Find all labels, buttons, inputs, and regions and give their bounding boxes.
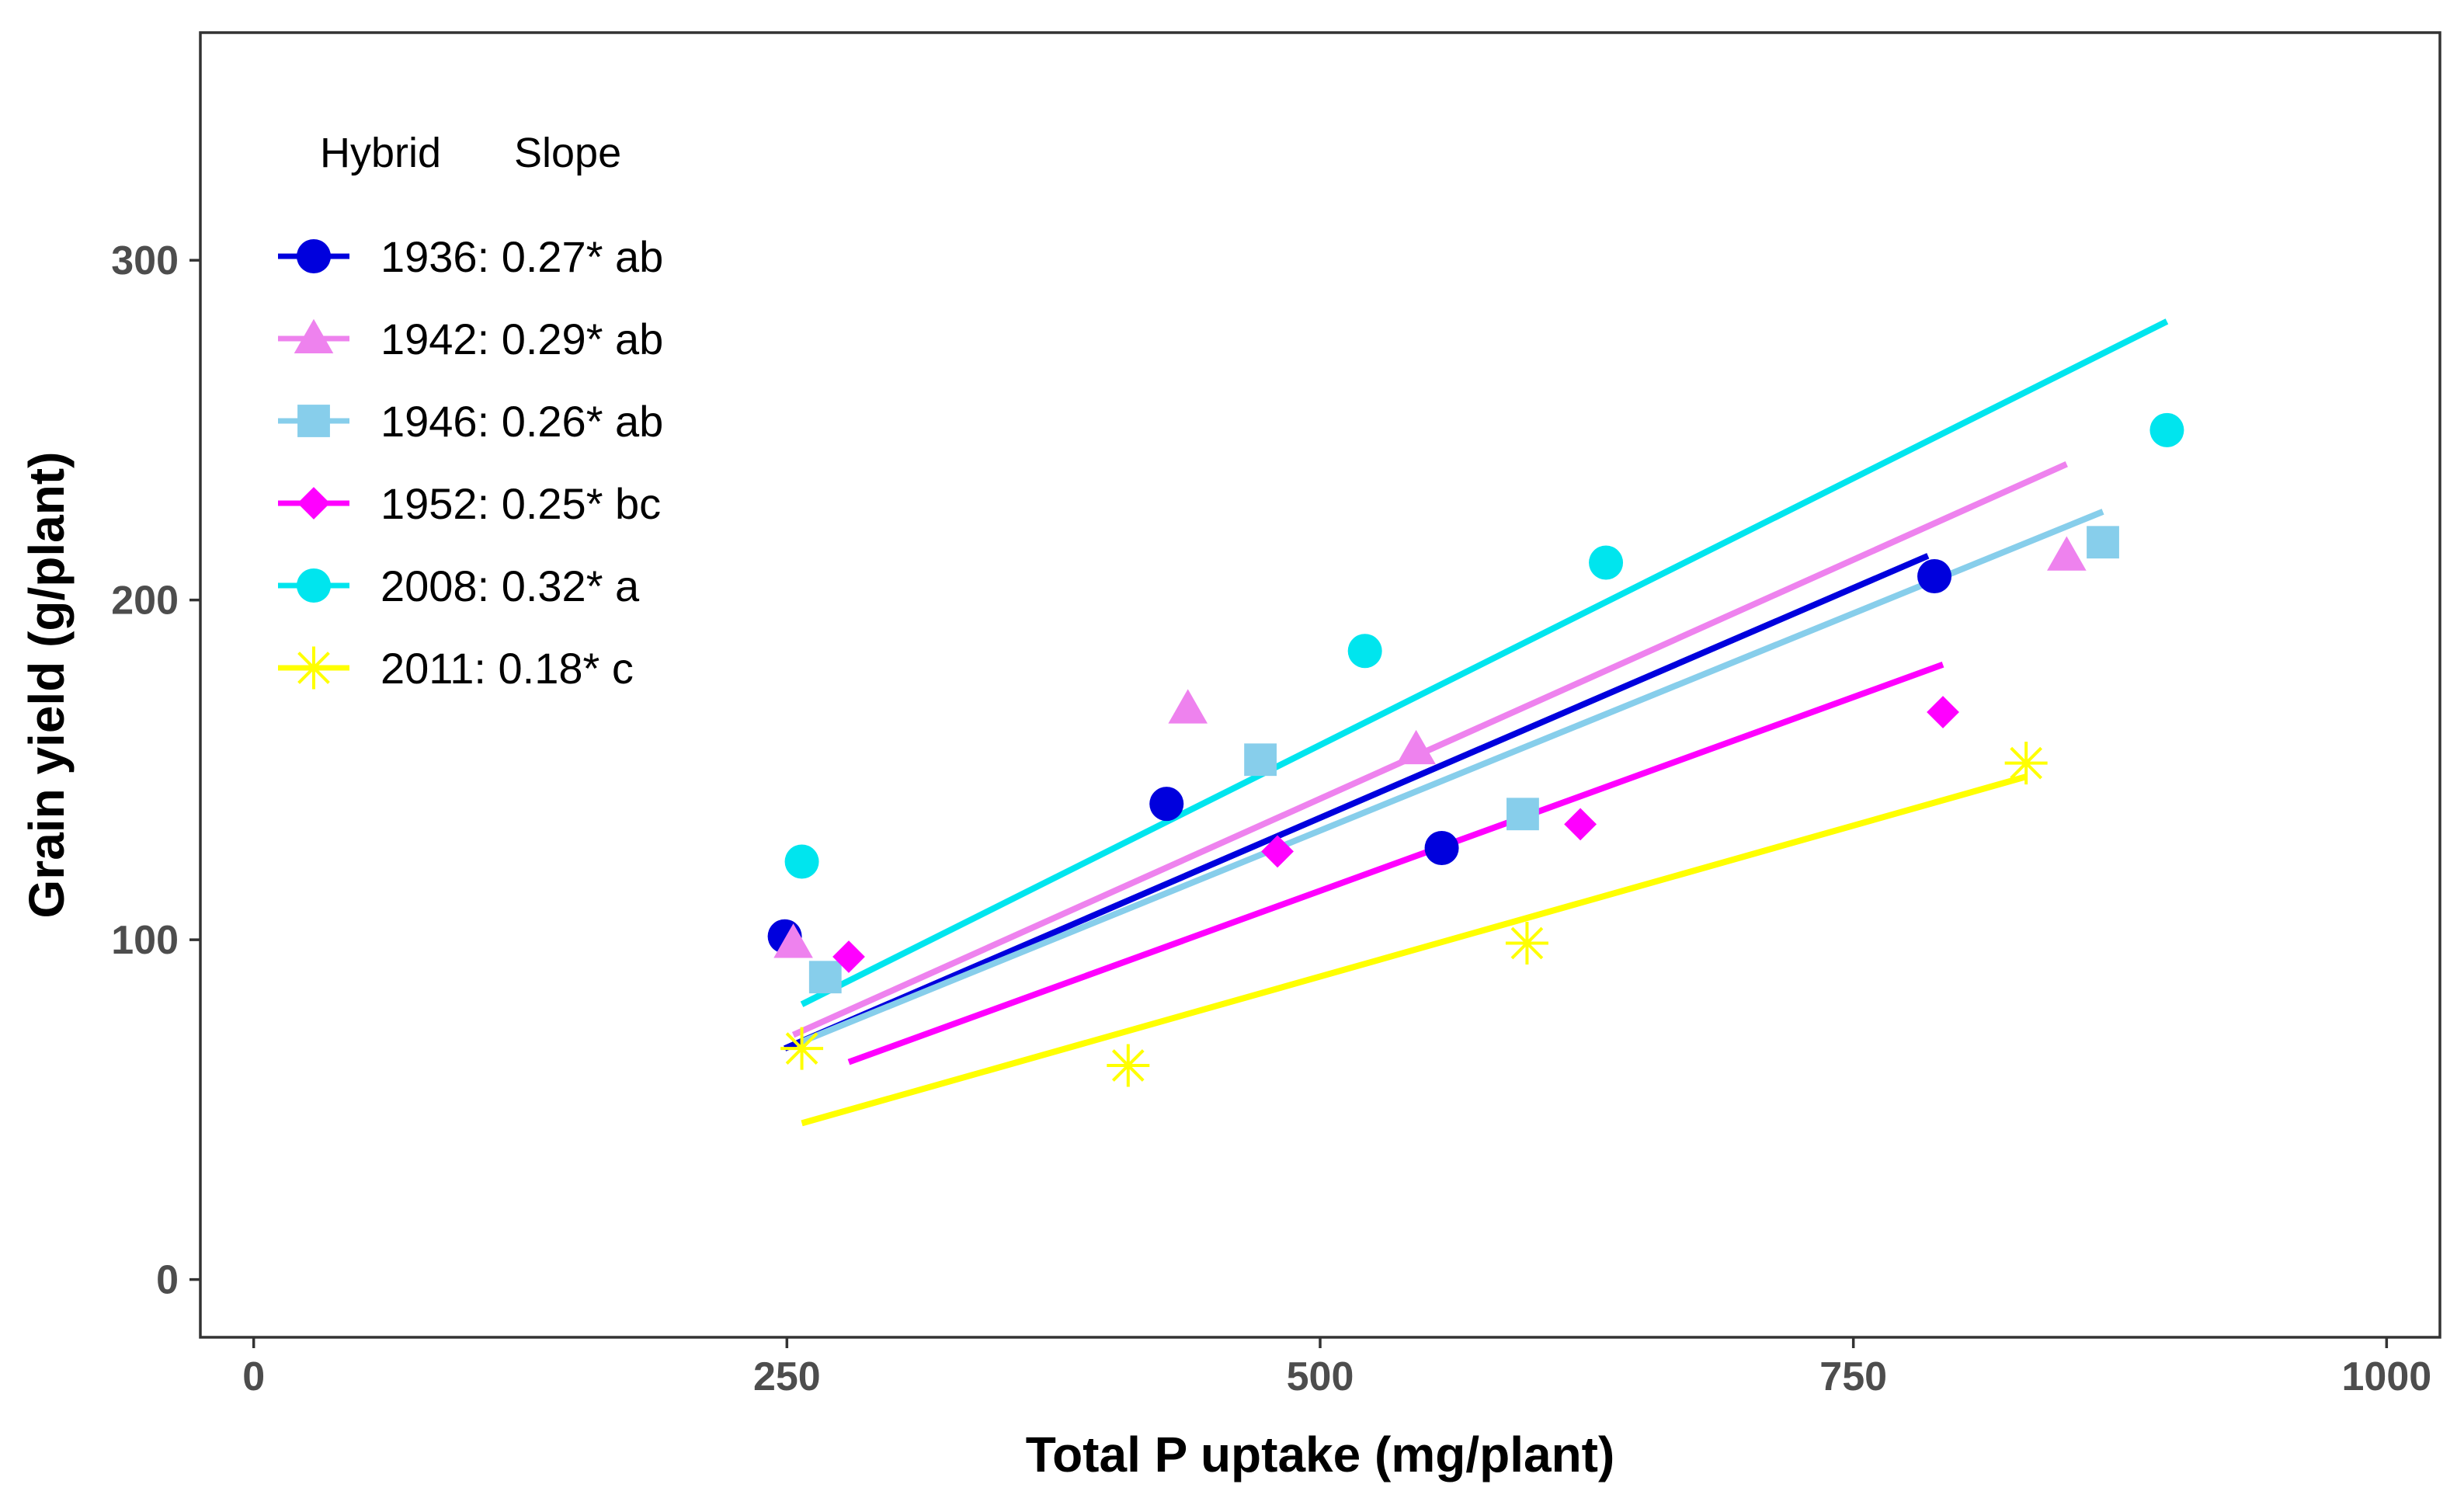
- data-point-2008: [784, 844, 819, 879]
- data-point-2008: [1589, 545, 1624, 580]
- legend-label: 2011: 0.18* c: [381, 644, 634, 693]
- data-point-1946: [2087, 526, 2119, 559]
- y-tick-label: 100: [111, 918, 179, 963]
- legend-items: 1936: 0.27* ab 1942: 0.29* ab 1946: 0.26* …: [278, 232, 663, 693]
- legend-key-marker: [297, 405, 330, 437]
- x-tick-label: 500: [1287, 1354, 1354, 1399]
- data-point-1936: [1149, 787, 1184, 822]
- legend-label: 1946: 0.26* ab: [381, 397, 663, 446]
- data-point-1952: [1927, 696, 1959, 728]
- fit-line-1936: [784, 553, 1930, 1051]
- y-tick-label: 200: [111, 579, 179, 624]
- fit-line-1946: [801, 509, 2104, 1045]
- data-point-1942: [1168, 689, 1208, 724]
- x-axis-title: Total P uptake (mg/plant): [1026, 1427, 1615, 1482]
- legend: Hybrid Slope 1936: 0.27* ab 1942: 0.29* a…: [278, 130, 663, 693]
- data-point-1942: [773, 923, 813, 958]
- axes: 0 250 500 750 1000 0 100 200 300: [111, 238, 2431, 1399]
- y-axis-title: Grain yield (g/plant): [19, 452, 75, 919]
- data-point-2011: [1107, 1044, 1150, 1087]
- data-point-1946: [1507, 798, 1539, 831]
- data-point-2011: [1505, 922, 1548, 965]
- legend-label: 1936: 0.27* ab: [381, 232, 663, 281]
- data-point-1946: [808, 961, 842, 994]
- data-point-1942: [2047, 536, 2087, 571]
- fit-line-1952: [847, 661, 1944, 1065]
- legend-key-marker: [294, 318, 334, 353]
- legend-item-1942: 1942: 0.29* ab: [278, 315, 663, 363]
- data-point-1952: [832, 940, 865, 973]
- legend-key-marker: [297, 487, 330, 520]
- legend-item-1936: 1936: 0.27* ab: [278, 232, 663, 281]
- legend-key-marker: [292, 646, 335, 690]
- legend-title-slope: Slope: [514, 130, 621, 176]
- x-tick-label: 1000: [2341, 1354, 2431, 1399]
- data-point-2011: [2004, 742, 2048, 785]
- legend-item-2008: 2008: 0.32* a: [278, 561, 640, 610]
- data-point-2008: [2149, 412, 2184, 447]
- fit-line-1942: [791, 461, 2068, 1038]
- legend-item-2011: 2011: 0.18* c: [278, 644, 634, 693]
- data-point-1946: [1244, 743, 1277, 777]
- legend-item-1946: 1946: 0.26* ab: [278, 397, 663, 446]
- data-point-1936: [1917, 559, 1952, 593]
- y-tick-label: 300: [111, 238, 179, 283]
- legend-title-hybrid: Hybrid: [320, 130, 441, 176]
- data-point-2011: [780, 1027, 824, 1070]
- data-point-1942: [1396, 729, 1436, 765]
- legend-label: 1942: 0.29* ab: [381, 315, 663, 363]
- fit-line-2011: [801, 773, 2028, 1127]
- data-point-1936: [1424, 831, 1459, 865]
- x-tick-label: 750: [1819, 1354, 1887, 1399]
- y-tick-label: 0: [156, 1258, 179, 1303]
- legend-label: 2008: 0.32* a: [381, 561, 640, 610]
- legend-item-1952: 1952: 0.25* bc: [278, 479, 661, 528]
- legend-key-marker: [297, 239, 331, 273]
- data-point-1952: [1261, 835, 1294, 868]
- x-tick-label: 250: [753, 1354, 821, 1399]
- fit-line-2008: [800, 318, 2169, 1007]
- fit-lines: [784, 318, 2169, 1127]
- x-tick-label: 0: [242, 1354, 265, 1399]
- legend-label: 1952: 0.25* bc: [381, 479, 661, 528]
- data-point-2008: [1347, 634, 1382, 669]
- legend-key-marker: [297, 568, 331, 603]
- data-points: [767, 412, 2184, 1087]
- data-point-1952: [1564, 808, 1597, 841]
